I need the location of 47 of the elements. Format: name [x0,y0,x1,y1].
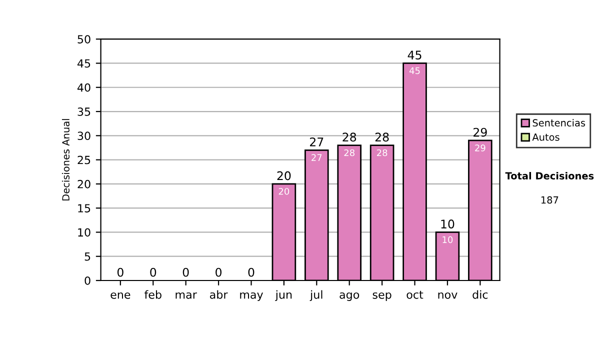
total-label: 28 [375,132,389,142]
data-label: 10 [442,236,453,244]
y-tick-label: 50 [78,35,90,44]
y-tick-label: 15 [78,204,90,212]
x-tick-label: abr [210,290,228,299]
total-label: 0 [150,268,156,277]
legend-label: Sentencias [532,118,586,127]
y-tick-label: 5 [84,252,90,261]
y-axis-title: Decisiones Anual [62,119,70,200]
total-label: 27 [310,137,324,146]
data-label: 27 [312,154,322,161]
x-tick-label: may [240,292,264,301]
y-tick-label: 20 [78,180,90,188]
data-label: 20 [278,188,290,195]
legend-label: Autos [532,134,560,141]
x-tick-label: jun [275,290,292,301]
total-label: 0 [117,268,124,277]
total-label: 20 [277,171,291,180]
y-tick-label: 45 [77,59,90,68]
data-label: 28 [344,149,354,156]
x-tick-label: feb [144,290,162,299]
x-tick-label: oct [406,290,424,299]
x-tick-label: jul [310,290,322,301]
data-label: 29 [475,144,486,152]
x-tick-label: dic [472,290,488,299]
x-tick-label: nov [438,292,458,299]
x-tick-label: ene [110,292,130,299]
y-tick-label: 40 [77,83,90,92]
data-label: 28 [376,149,388,156]
total-label: 45 [408,50,422,60]
total-label: 0 [182,268,189,277]
text: 187 [541,196,558,204]
x-tick-label: sep [372,292,392,301]
x-tick-label: mar [176,292,197,299]
y-tick-label: 35 [78,107,90,116]
y-tick-label: 10 [78,228,90,237]
x-tick-label: ago [340,292,360,301]
total-label: 28 [342,132,356,142]
y-tick-label: 25 [78,156,90,164]
data-label: 45 [409,67,420,74]
text: Total Decisiones [505,172,594,180]
total-label: 29 [474,128,487,137]
y-tick-label: 0 [84,276,90,285]
y-tick-label: 30 [78,132,90,140]
total-label: 10 [441,220,454,228]
total-label: 0 [248,268,254,277]
total-label: 0 [216,268,222,277]
